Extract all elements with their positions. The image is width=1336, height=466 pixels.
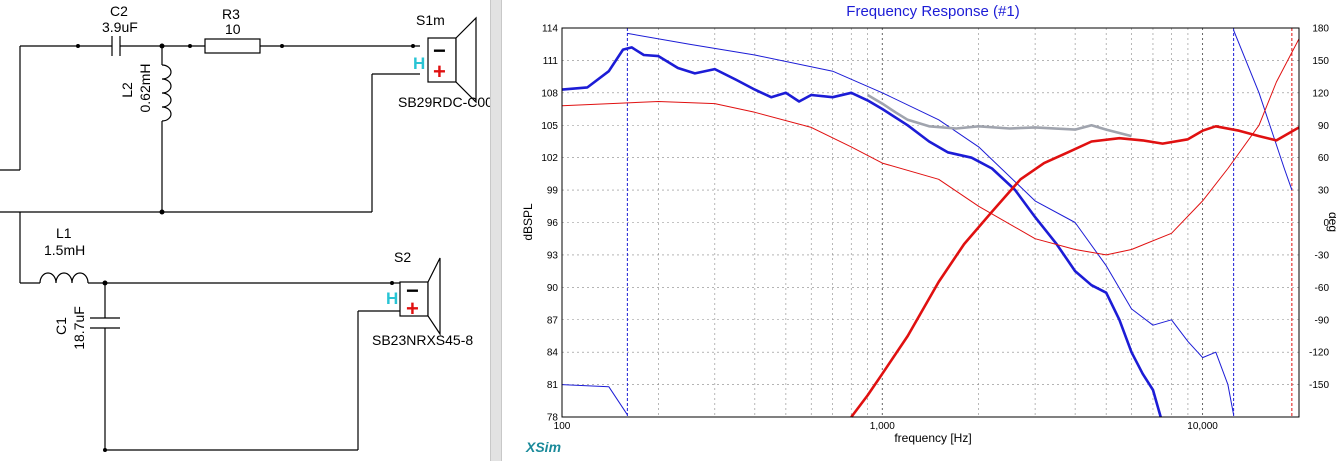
frequency-response-chart: Frequency Response (#1) 78 81 84 87 90 93 96 99… (521, 3, 1336, 455)
s1m-model: SB29RDC-C004 (398, 94, 490, 110)
phase-curve-woofer (561, 384, 628, 416)
l1-value: 1.5mH (44, 242, 85, 258)
y-axis-label: dBSPL (521, 203, 535, 241)
y-tick-label: 114 (542, 24, 558, 35)
y-tick-label: 78 (547, 413, 559, 424)
phase-curve-woofer (1233, 30, 1293, 191)
y2-axis-label: deg (1326, 212, 1336, 232)
l2-ref: L2 (119, 82, 135, 98)
y-tick-label: 96 (547, 218, 559, 229)
s1m-ref: S1m (416, 12, 445, 28)
speaker-minus-mark: − (406, 278, 419, 303)
c1-ref: C1 (53, 317, 69, 335)
y2-tick-label: -120 (1309, 348, 1329, 359)
y-tick-label: 108 (541, 88, 558, 99)
y-tick-label: 105 (541, 121, 558, 132)
y-tick-label: 93 (547, 250, 559, 261)
xsim-brand-logo: XSim (525, 439, 561, 455)
panel-splitter[interactable] (490, 0, 502, 461)
l2-value: 0.62mH (137, 63, 153, 112)
spl-curve-woofer (561, 46, 1162, 418)
y-tick-label: 87 (547, 315, 559, 326)
y2-tick-label: 90 (1318, 121, 1330, 132)
c2-value: 3.9uF (102, 19, 138, 35)
y2-tick-label: -150 (1309, 380, 1329, 391)
spl-curve-tweeter (850, 125, 1300, 418)
x-tick-label: 1,000 (870, 421, 895, 432)
y2-tick-label: 120 (1312, 88, 1329, 99)
speaker-s2[interactable]: H − + (386, 257, 441, 336)
speaker-hot-mark: H (386, 289, 398, 308)
l1-ref: L1 (56, 225, 72, 241)
r3-value: 10 (225, 21, 241, 37)
phase-curve-woofer (627, 32, 1235, 415)
y-tick-label: 84 (547, 348, 559, 359)
speaker-s1m[interactable]: H − + (413, 16, 477, 104)
schematic-canvas: H − + H − + C2 3.9uF R3 10 L2 0.62mH S1m… (0, 3, 501, 452)
y-tick-label: 99 (547, 186, 559, 197)
s2-ref: S2 (394, 249, 411, 265)
x-tick-label: 10,000 (1187, 421, 1218, 432)
x-tick-label: 100 (554, 421, 571, 432)
y2-tick-label: 30 (1318, 186, 1330, 197)
y-tick-label: 81 (547, 380, 559, 391)
speaker-minus-mark: − (433, 38, 446, 63)
y2-tick-label: -30 (1315, 250, 1330, 261)
spl-curve-sum (866, 93, 1132, 138)
y-tick-label: 102 (541, 153, 558, 164)
y2-tick-label: 0 (1323, 218, 1329, 229)
frequency-response-panel[interactable]: Frequency Response (#1) 78 81 84 87 90 93 96 99… (502, 0, 1336, 461)
y2-tick-label: -90 (1315, 315, 1330, 326)
y-tick-label: 111 (543, 56, 559, 67)
schematic-panel[interactable]: H − + H − + C2 3.9uF R3 10 L2 0.62mH S1m… (0, 0, 501, 461)
c1-value: 18.7uF (71, 306, 87, 350)
speaker-hot-mark: H (413, 54, 425, 73)
chart-title: Frequency Response (#1) (846, 3, 1019, 20)
s2-model: SB23NRXS45-8 (372, 332, 473, 348)
y2-tick-label: 60 (1318, 153, 1330, 164)
speaker-plus-mark: + (433, 59, 446, 84)
r3-ref: R3 (222, 6, 240, 22)
c2-ref: C2 (110, 3, 128, 19)
phase-curve-tweeter (561, 38, 1300, 256)
y2-tick-label: 150 (1312, 56, 1329, 67)
speaker-plus-mark: + (406, 296, 419, 321)
y-tick-label: 90 (547, 283, 559, 294)
y2-tick-label: 180 (1312, 24, 1329, 35)
y2-tick-label: -60 (1315, 283, 1330, 294)
x-axis-label: frequency [Hz] (894, 431, 971, 445)
